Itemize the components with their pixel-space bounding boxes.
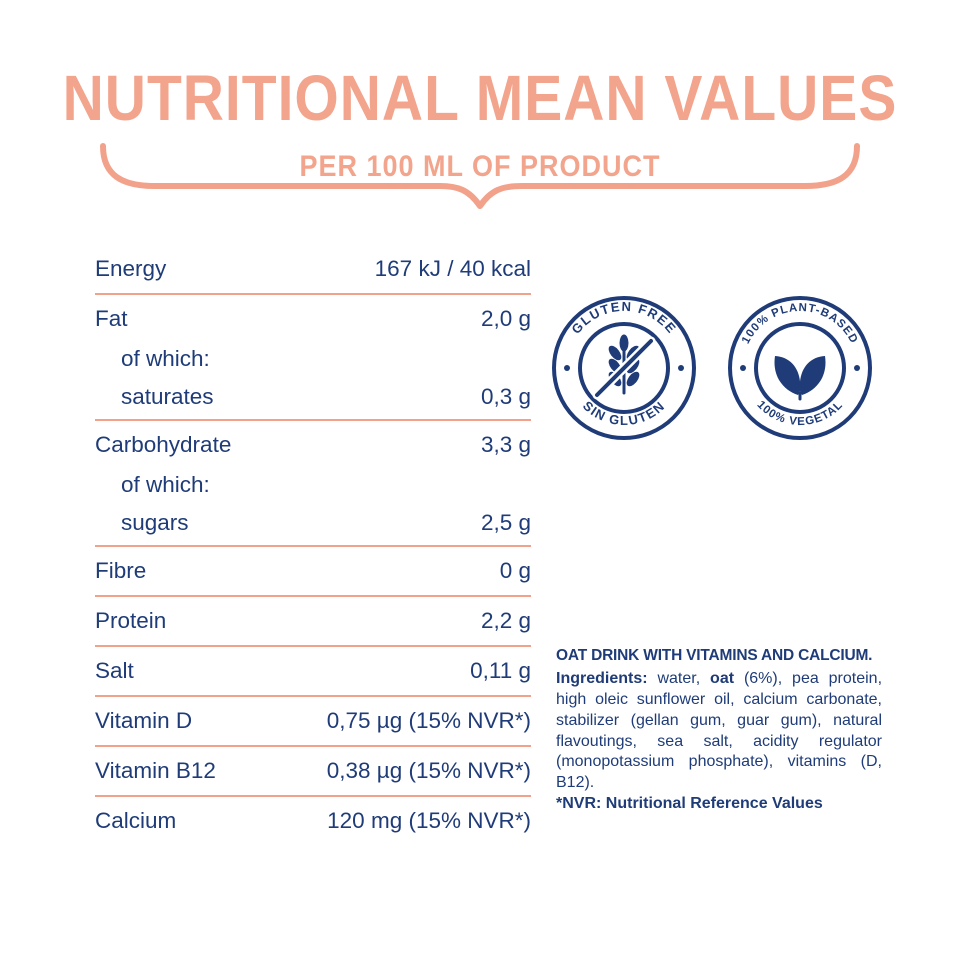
wheat-crossed-icon [592, 334, 656, 400]
gluten-free-badge: GLUTEN FREE SIN GLUTEN [549, 293, 699, 443]
table-row: Fibre 0 g [95, 547, 531, 597]
row-label: of which: [121, 346, 210, 371]
row-label: saturates [121, 384, 214, 409]
table-row: Salt 0,11 g [95, 647, 531, 697]
ingredients-text-bold: oat [710, 670, 735, 688]
row-value: 0 g [499, 558, 531, 583]
row-label: Energy [95, 256, 167, 281]
row-value: 167 kJ / 40 kcal [374, 256, 531, 281]
table-row: of which: [95, 343, 531, 381]
table-row: Carbohydrate 3,3 g [95, 421, 531, 469]
svg-text:GLUTEN FREE: GLUTEN FREE [568, 299, 679, 337]
row-value: 0,11 g [470, 658, 531, 683]
row-label: sugars [121, 510, 189, 535]
table-row: saturates 0,3 g [95, 381, 531, 421]
row-label: Calcium [95, 808, 177, 833]
table-row: Energy 167 kJ / 40 kcal [95, 245, 531, 295]
page-title: NUTRITIONAL MEAN VALUES [62, 63, 898, 135]
row-label: Carbohydrate [95, 432, 232, 457]
ingredients-text-post: (6%), pea protein, high oleic sunflower … [556, 670, 883, 792]
svg-text:SIN GLUTEN: SIN GLUTEN [580, 398, 668, 428]
row-value: 0,38 µg (15% NVR*) [326, 758, 531, 783]
table-row: Vitamin D 0,75 µg (15% NVR*) [95, 697, 531, 747]
row-label: Fat [95, 306, 128, 331]
ingredients-text-pre: water, [647, 670, 711, 688]
row-value: 2,5 g [480, 510, 531, 535]
row-label: Salt [95, 658, 134, 683]
row-value: 2,2 g [480, 608, 531, 633]
row-value: 0,3 g [480, 384, 531, 409]
table-row: Protein 2,2 g [95, 597, 531, 647]
leaf-icon [774, 356, 826, 401]
badge-top-text: GLUTEN FREE [568, 299, 678, 337]
row-label: of which: [121, 472, 210, 497]
table-row: Vitamin B12 0,38 µg (15% NVR*) [95, 747, 531, 797]
row-label: Vitamin D [95, 708, 193, 733]
badge-bottom-text: SIN GLUTEN [580, 398, 666, 428]
table-row: sugars 2,5 g [95, 507, 531, 547]
row-label: Fibre [95, 558, 147, 583]
page-subtitle: PER 100 ML OF PRODUCT [299, 150, 661, 183]
description-heading: OAT DRINK WITH VITAMINS AND CALCIUM. [556, 647, 873, 664]
row-value: 3,3 g [480, 432, 531, 457]
table-row: Fat 2,0 g [95, 295, 531, 343]
row-value: 120 mg (15% NVR*) [327, 808, 531, 833]
row-value: 2,0 g [480, 306, 531, 331]
ingredients-paragraph: Ingredients: water, oat (6%), pea protei… [556, 669, 882, 794]
row-value: 0,75 µg (15% NVR*) [326, 708, 531, 733]
brace-decoration [100, 143, 860, 209]
nvr-note: *NVR: Nutritional Reference Values [556, 794, 823, 812]
row-label: Vitamin B12 [95, 758, 216, 783]
table-row: of which: [95, 469, 531, 507]
nutrition-table: Energy 167 kJ / 40 kcal Fat 2,0 g of whi… [95, 245, 531, 845]
table-row: Calcium 120 mg (15% NVR*) [95, 797, 531, 845]
row-label: Protein [95, 608, 167, 633]
plant-based-badge: 100% PLANT-BASED 100% VEGETAL [725, 293, 875, 443]
ingredients-label: Ingredients: [556, 670, 648, 688]
product-description: OAT DRINK WITH VITAMINS AND CALCIUM. Ing… [556, 646, 882, 815]
